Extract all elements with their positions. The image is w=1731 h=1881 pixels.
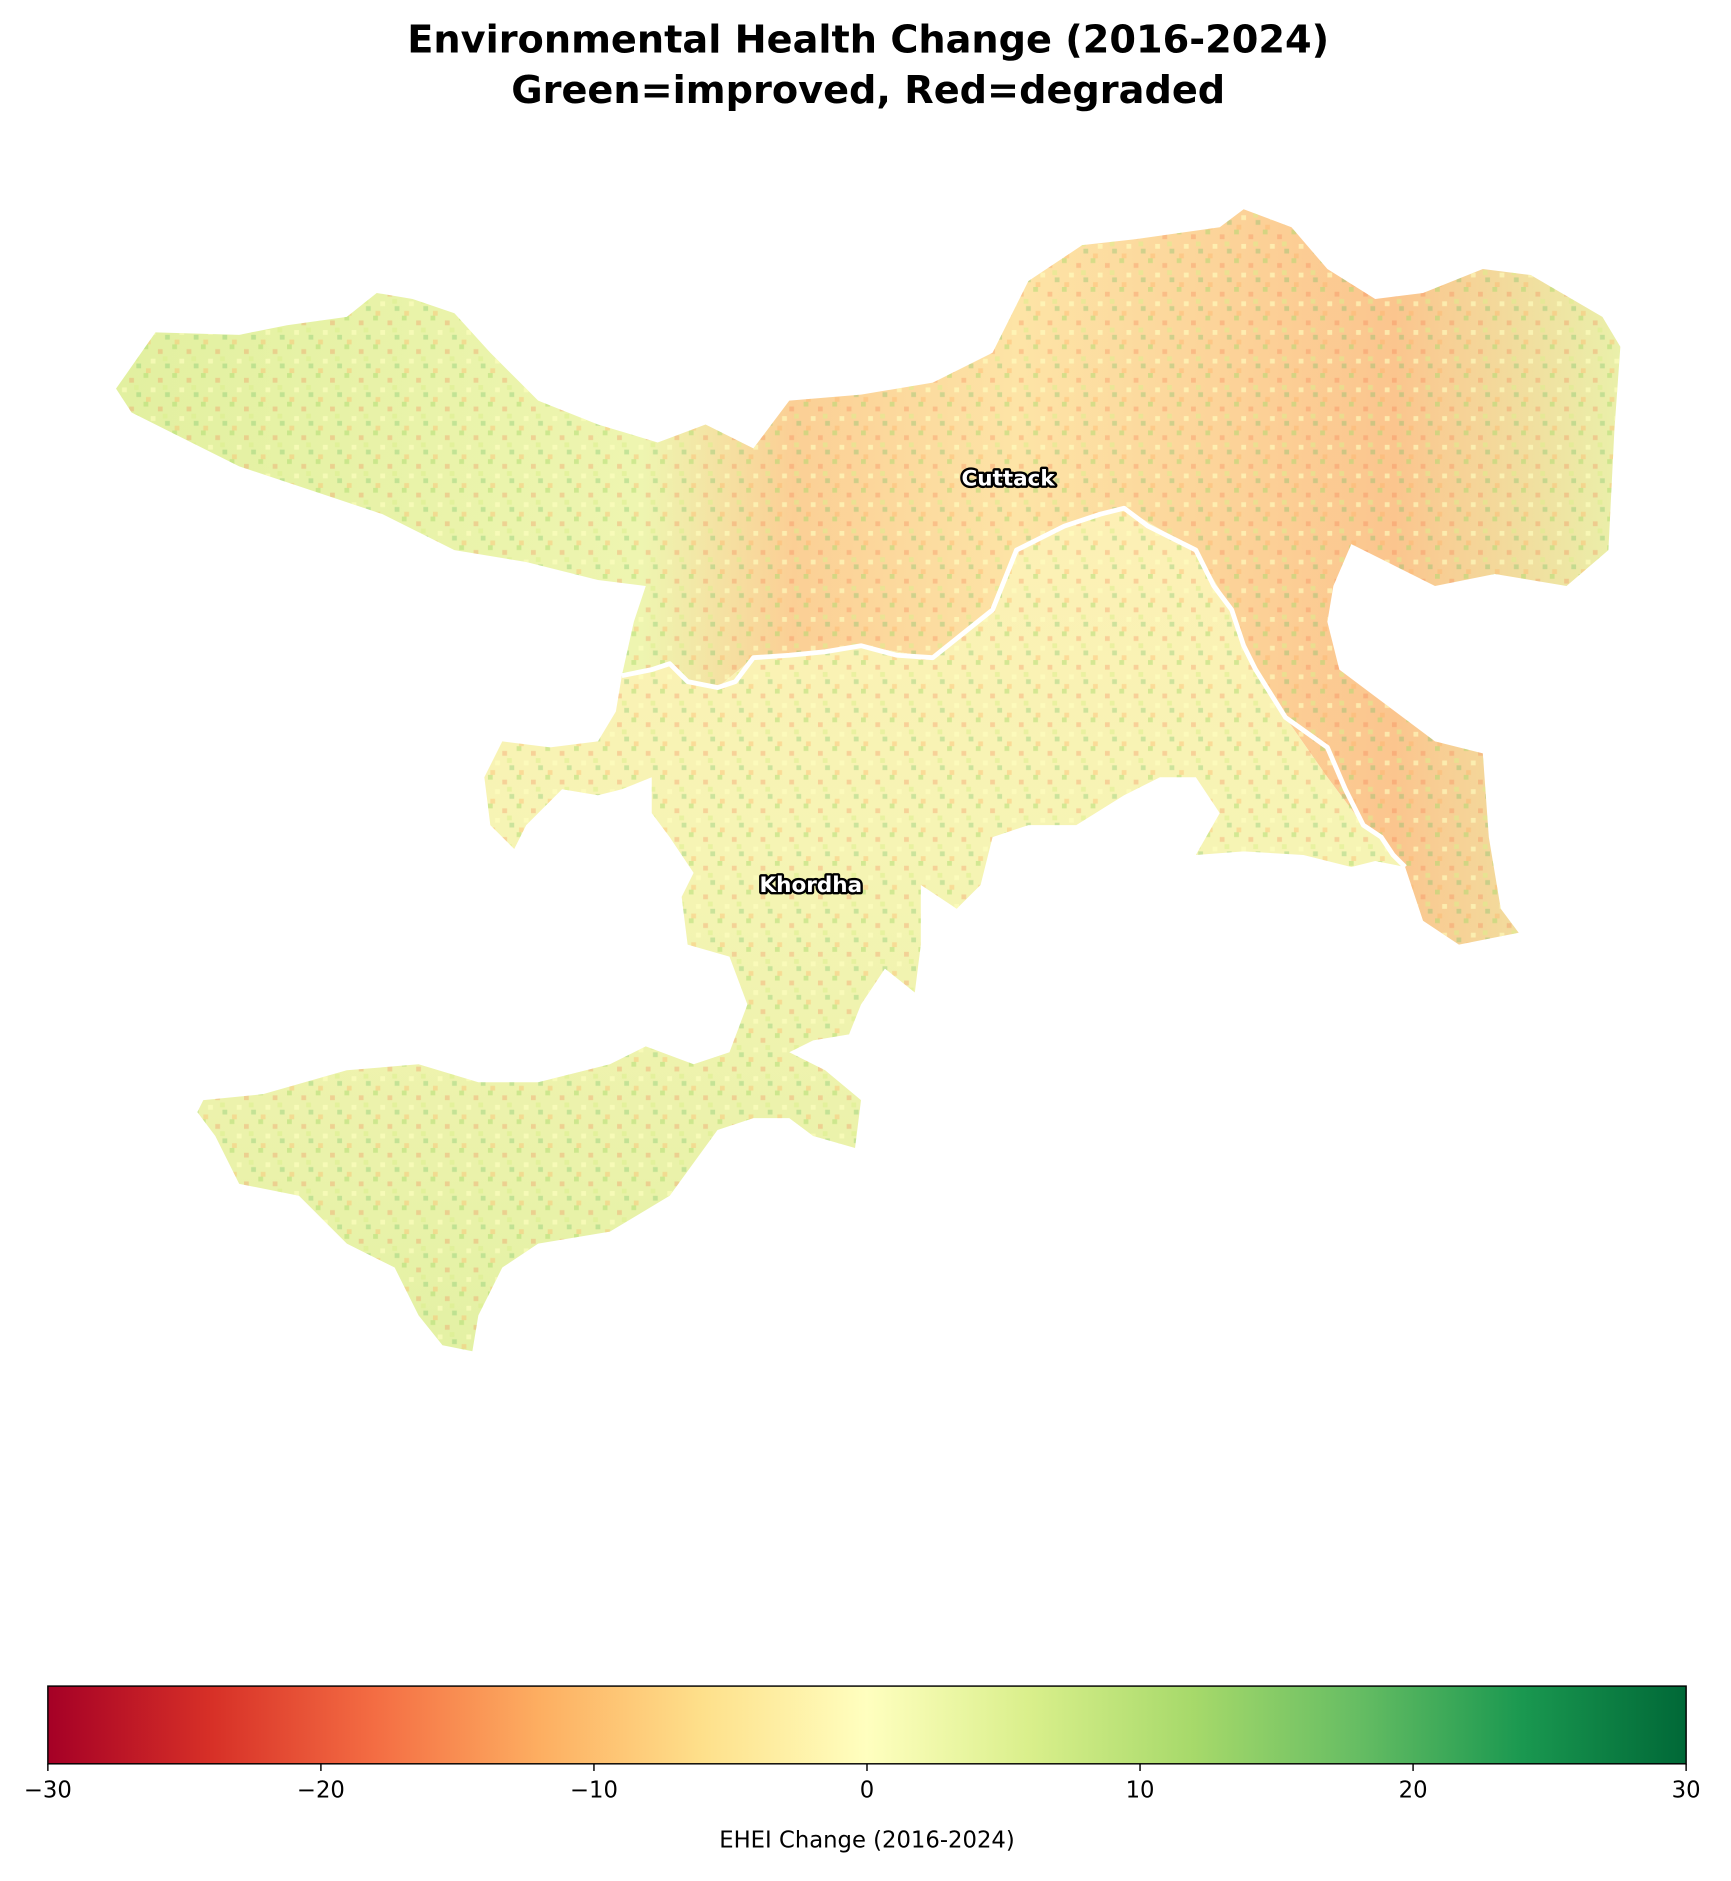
region-label: Cuttack (961, 467, 1055, 492)
region-label: Khordha (759, 873, 862, 898)
texture (116, 209, 1621, 1352)
colorbar-tick-label: 10 (1126, 1777, 1155, 1803)
title-line: Environmental Health Change (2016-2024) (407, 18, 1329, 63)
colorbar-tick-label: −30 (24, 1777, 72, 1803)
colorbar-tick-label: −20 (297, 1777, 345, 1803)
colorbar-bar (47, 1685, 1687, 1765)
colorbar-tick-label: 30 (1672, 1777, 1701, 1803)
title-line: Green=improved, Red=degraded (511, 68, 1225, 113)
colorbar-tick-label: 0 (860, 1777, 874, 1803)
map: Cuttack Khordha (116, 209, 1621, 1352)
district-boundary (621, 505, 1407, 869)
colorbar: EHEI Change (2016-2024) −30 −20 −10 0 10 20 30 (24, 1685, 1701, 1854)
colorbar-tick-label: 20 (1399, 1777, 1428, 1803)
colorbar-tick-label: −10 (570, 1777, 618, 1803)
colorbar-label: EHEI Change (2016-2024) (719, 1828, 1014, 1854)
